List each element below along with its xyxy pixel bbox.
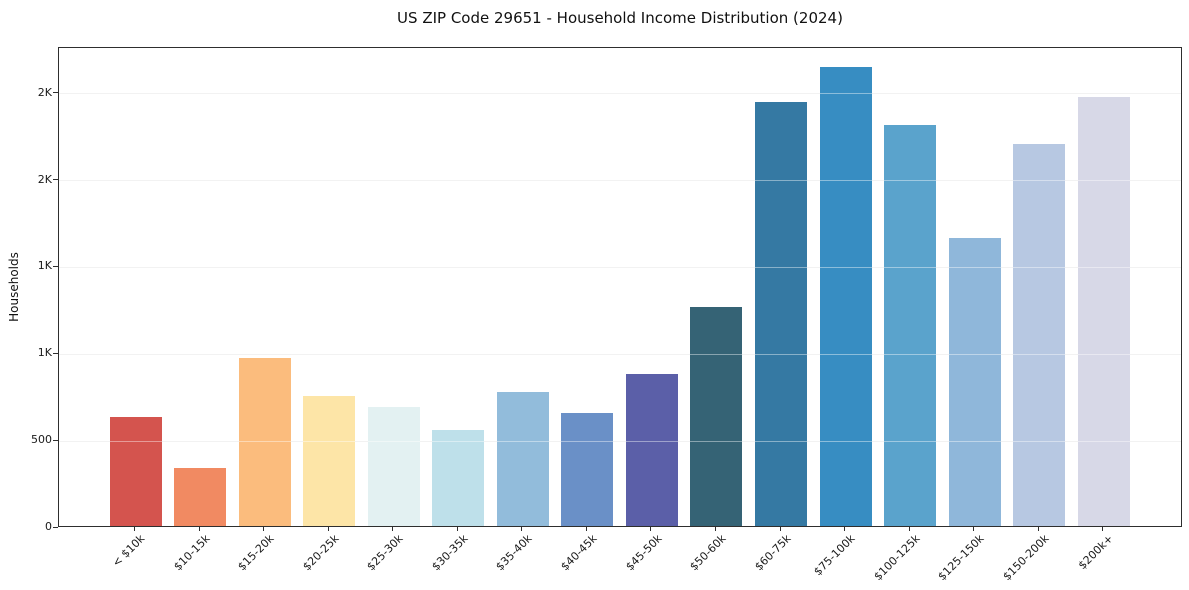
y-tick-label: 2K <box>37 172 52 186</box>
x-tick-label: $75-100k <box>811 532 858 579</box>
bar-$200k+ <box>1077 96 1130 526</box>
x-tick-mark <box>973 527 975 531</box>
y-tick-label: 2K <box>37 85 52 99</box>
bar-$150-200k <box>1013 143 1066 526</box>
bar-$100-125k <box>884 124 937 526</box>
x-tick-mark <box>1037 527 1039 531</box>
y-tick-label: 1K <box>37 259 52 273</box>
bar-< $10k <box>109 417 162 526</box>
bar-$35-40k <box>496 392 549 526</box>
y-tick-mark <box>53 526 58 528</box>
x-tick-label: $30-35k <box>429 532 471 574</box>
bar-$30-35k <box>432 430 485 526</box>
plot-area <box>58 47 1182 527</box>
x-tick-label: $25-30k <box>364 532 406 574</box>
bar-$60-75k <box>755 102 807 526</box>
x-tick-mark <box>779 527 781 531</box>
x-tick-mark <box>585 527 587 531</box>
x-tick-mark <box>844 527 846 531</box>
x-tick-mark <box>134 527 135 531</box>
x-tick-mark <box>714 527 716 531</box>
x-tick-mark <box>263 527 265 531</box>
y-tick-label: 0 <box>45 520 52 533</box>
x-tick-mark <box>327 527 329 531</box>
y-tick-mark <box>53 179 58 181</box>
x-tick-mark <box>1102 527 1104 531</box>
bar-$75-100k <box>819 67 872 526</box>
x-tick-mark <box>908 527 910 531</box>
x-tick-label: $40-45k <box>558 532 600 574</box>
chart-title: US ZIP Code 29651 - Household Income Dis… <box>397 9 843 27</box>
bar-$10-15k <box>174 467 227 526</box>
x-tick-label: $150-200k <box>1000 532 1052 584</box>
bar-$15-20k <box>238 358 291 526</box>
x-tick-label: $35-40k <box>493 532 536 574</box>
grid-line <box>59 180 1181 182</box>
grid-line <box>59 353 1181 355</box>
y-tick-mark <box>53 92 58 94</box>
x-tick-label: < $10k <box>110 532 148 570</box>
x-tick-label: $10-15k <box>170 532 213 574</box>
x-tick-label: $60-75k <box>751 532 794 574</box>
x-tick-label: $20-25k <box>300 532 342 574</box>
grid-line <box>59 93 1181 95</box>
grid-line <box>59 440 1181 442</box>
y-tick-mark <box>53 352 58 354</box>
x-tick-label: $200k+ <box>1075 532 1116 573</box>
x-tick-label: $125-150k <box>935 532 987 584</box>
bar-$25-30k <box>367 407 420 526</box>
x-tick-label: $50-60k <box>687 532 729 574</box>
x-tick-mark <box>392 527 394 531</box>
x-tick-label: $45-50k <box>622 532 665 574</box>
y-tick-mark <box>53 439 58 441</box>
x-tick-mark <box>521 527 523 531</box>
bar-$125-150k <box>948 237 1001 526</box>
grid-line <box>59 266 1181 268</box>
bar-$40-45k <box>561 413 614 526</box>
y-tick-mark <box>53 265 58 267</box>
y-tick-label: 1K <box>37 346 52 360</box>
x-tick-label: $15-20k <box>235 532 277 574</box>
x-tick-mark <box>198 527 200 531</box>
bar-$50-60k <box>690 307 743 526</box>
x-tick-mark <box>456 527 458 531</box>
y-tick-label: 500 <box>31 433 52 447</box>
x-tick-mark <box>650 527 652 531</box>
x-tick-label: $100-125k <box>871 532 923 584</box>
bar-$45-50k <box>625 374 678 526</box>
bar-$20-25k <box>303 395 356 526</box>
